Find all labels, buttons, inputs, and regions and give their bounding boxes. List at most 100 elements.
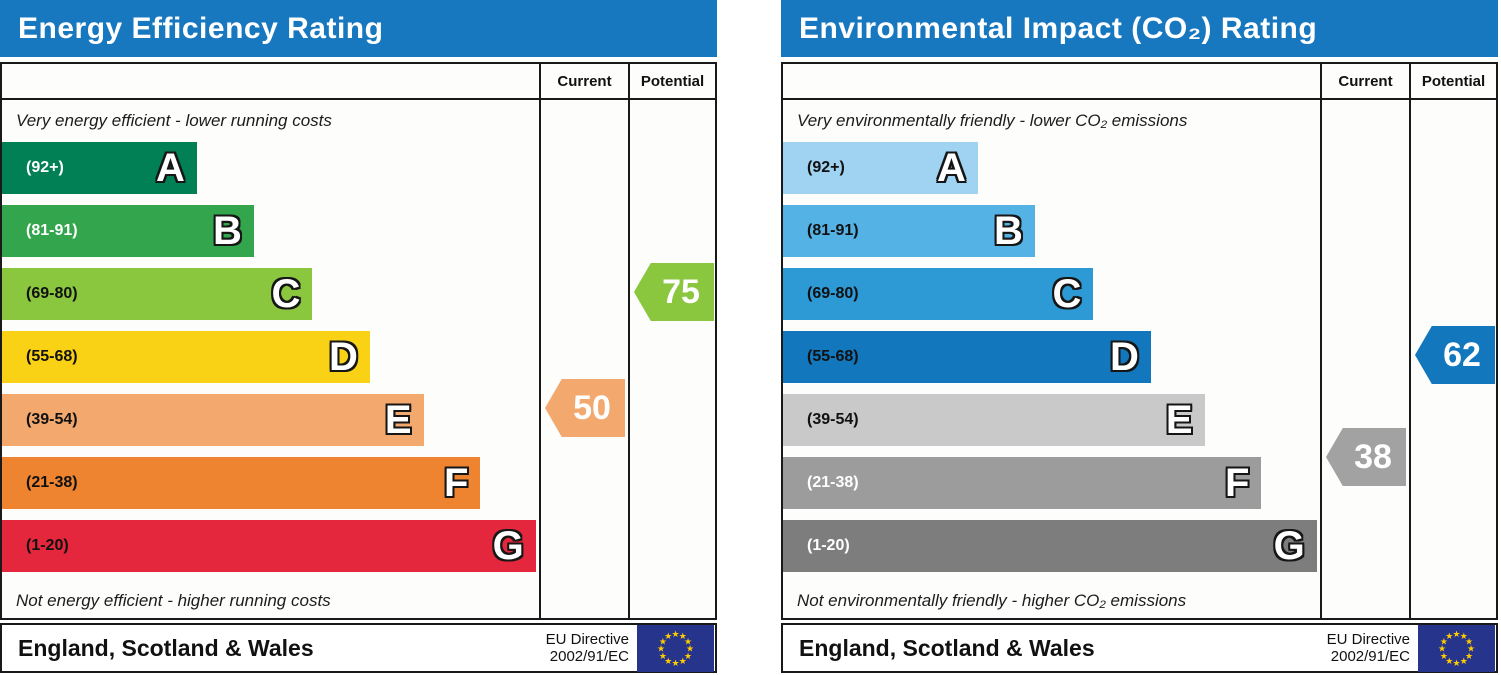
svg-text:★: ★ (1465, 651, 1473, 661)
region-label: England, Scotland & Wales (18, 634, 314, 661)
top-caption: Very environmentally friendly - lower CO… (797, 111, 1188, 130)
potential-rating-value: 75 (662, 272, 700, 311)
eu-flag-icon: ★ ★★★★★★★★★★★ (637, 624, 714, 672)
panel-title-text: Energy Efficiency Rating (18, 11, 384, 45)
band-letter: G (492, 524, 524, 568)
current-rating-arrow: 38 (1326, 428, 1406, 486)
band-row-c: (69-80) C (2, 268, 539, 331)
band-bar-g: (1-20) G (783, 520, 1317, 572)
band-letter: A (156, 146, 185, 190)
band-bar-b: (81-91) B (2, 205, 254, 257)
band-bar-d: (55-68) D (783, 331, 1151, 383)
band-range-label: (69-80) (26, 285, 78, 302)
band-bar-a: (92+) A (2, 142, 197, 194)
potential-rating-value: 62 (1443, 335, 1481, 374)
svg-text:★: ★ (1438, 644, 1446, 654)
eu-directive-line2: 2002/91/EC (549, 648, 629, 665)
band-row-d: (55-68) D (2, 331, 539, 394)
potential-column: 75 (628, 100, 715, 618)
band-bar-d: (55-68) D (2, 331, 370, 383)
eu-directive-line1: EU Directive (1326, 630, 1410, 648)
energy-efficiency-panel: Energy Efficiency Rating Current Potenti… (0, 0, 717, 673)
bottom-caption: Not environmentally friendly - higher CO… (797, 590, 1187, 610)
band-bar-e: (39-54) E (783, 394, 1205, 446)
svg-text:★: ★ (659, 651, 667, 661)
svg-text:★: ★ (1452, 659, 1460, 669)
band-row-b: (81-91) B (2, 205, 539, 268)
band-letter: B (993, 209, 1023, 253)
band-row-d: (55-68) D (783, 331, 1320, 394)
band-range-label: (92+) (26, 159, 64, 176)
band-row-a: (92+) A (2, 142, 539, 205)
band-row-b: (81-91) B (783, 205, 1320, 268)
svg-text:★: ★ (664, 657, 672, 667)
band-letter: F (1225, 461, 1250, 505)
svg-text:★: ★ (684, 637, 692, 647)
band-chart-area: Very environmentally friendly - lower CO… (783, 100, 1320, 618)
environmental-impact-panel: Environmental Impact (CO₂) Rating Curren… (781, 0, 1498, 673)
band-row-e: (39-54) E (783, 394, 1320, 457)
svg-text:★: ★ (1465, 637, 1473, 647)
svg-text:★: ★ (686, 644, 694, 654)
svg-text:★: ★ (1460, 631, 1468, 641)
band-row-c: (69-80) C (783, 268, 1320, 331)
band-bar-b: (81-91) B (783, 205, 1035, 257)
band-range-label: (21-38) (26, 474, 78, 491)
current-column-header: Current (1320, 64, 1409, 100)
current-column-header: Current (539, 64, 628, 100)
band-range-label: (92+) (807, 159, 845, 176)
potential-column-header: Potential (1409, 64, 1496, 100)
band-row-a: (92+) A (783, 142, 1320, 205)
band-letter: G (1273, 524, 1305, 568)
eu-directive-label: EU Directive 2002/91/EC (1327, 631, 1410, 666)
band-letter: E (1165, 398, 1193, 442)
band-range-label: (81-91) (26, 222, 78, 239)
rating-bands: (92+) A (81-91) B (69-80) C (55-68) D (39-54) E (2… (783, 142, 1320, 583)
svg-text:★: ★ (671, 659, 679, 669)
band-range-label: (1-20) (807, 537, 850, 554)
environmental-impact-title: Environmental Impact (CO₂) Rating (781, 0, 1498, 57)
svg-text:★: ★ (1467, 644, 1475, 654)
band-letter: C (1052, 272, 1082, 316)
panel-footer: England, Scotland & Wales EU Directive 2… (0, 623, 717, 673)
energy-efficiency-title: Energy Efficiency Rating (0, 0, 717, 57)
current-rating-value: 50 (573, 388, 611, 427)
svg-text:★: ★ (684, 651, 692, 661)
band-letter: F (444, 461, 469, 505)
band-range-label: (39-54) (26, 411, 78, 428)
svg-text:★: ★ (659, 637, 667, 647)
panel-title-text: Environmental Impact (CO₂) Rating (799, 11, 1318, 45)
current-rating-value: 38 (1354, 437, 1392, 476)
band-row-g: (1-20) G (783, 520, 1320, 583)
band-letter: C (271, 272, 301, 316)
band-bar-e: (39-54) E (2, 394, 424, 446)
svg-text:★: ★ (1445, 657, 1453, 667)
svg-text:★: ★ (657, 644, 665, 654)
current-rating-arrow: 50 (545, 379, 625, 437)
potential-column-header: Potential (628, 64, 715, 100)
band-row-e: (39-54) E (2, 394, 539, 457)
band-range-label: (81-91) (807, 222, 859, 239)
svg-text:★: ★ (679, 657, 687, 667)
eu-flag-icon: ★ ★★★★★★★★★★★ (1418, 624, 1495, 672)
band-bar-c: (69-80) C (783, 268, 1094, 320)
potential-rating-arrow: 62 (1415, 326, 1495, 384)
band-range-label: (21-38) (807, 474, 859, 491)
environmental-impact-table: Current Potential Very environmentally f… (781, 62, 1498, 620)
potential-rating-arrow: 75 (634, 263, 714, 321)
panel-footer: England, Scotland & Wales EU Directive 2… (781, 623, 1498, 673)
svg-text:★: ★ (1440, 651, 1448, 661)
potential-column: 62 (1409, 100, 1496, 618)
eu-directive-line2: 2002/91/EC (1330, 648, 1410, 665)
band-bar-c: (69-80) C (2, 268, 313, 320)
eu-directive-line1: EU Directive (545, 630, 629, 648)
band-bar-g: (1-20) G (2, 520, 536, 572)
region-label: England, Scotland & Wales (799, 634, 1095, 661)
svg-text:★: ★ (679, 631, 687, 641)
rating-bands: (92+) A (81-91) B (69-80) C (55-68) D (39-54) E (2… (2, 142, 539, 583)
band-range-label: (69-80) (807, 285, 859, 302)
band-chart-area: Very energy efficient - lower running co… (2, 100, 539, 618)
bottom-caption: Not energy efficient - higher running co… (16, 590, 331, 610)
band-range-label: (1-20) (26, 537, 69, 554)
